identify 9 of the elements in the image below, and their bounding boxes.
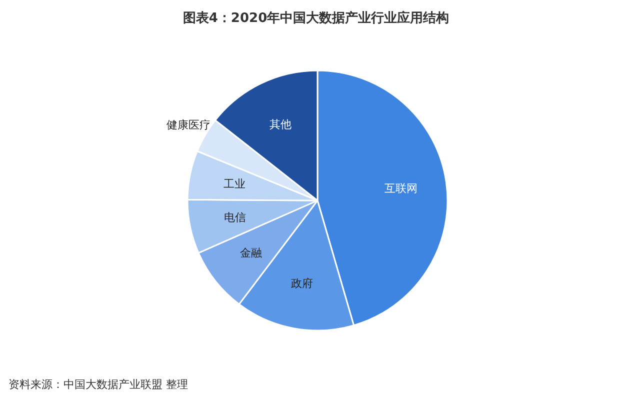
slice-label: 政府 (291, 277, 314, 290)
slice-label: 其他 (270, 118, 292, 131)
slice-label: 电信 (224, 211, 246, 224)
slice-label: 金融 (240, 246, 262, 260)
text: 资料来源：中国大数据产业联盟 整理 (8, 378, 188, 391)
slice-label: 健康医疗 (166, 118, 210, 132)
slice-label: 工业 (224, 177, 246, 190)
slice-label: 互联网 (384, 182, 418, 196)
chart-title: 图表4：2020年中国大数据产业行业应用结构 (182, 10, 450, 26)
